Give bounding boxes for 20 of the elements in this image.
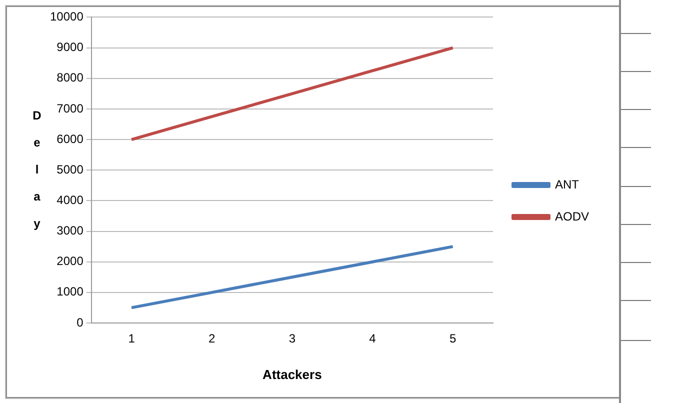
y-tick-label: 4000 [56,192,84,207]
y-tick-label: 7000 [56,101,84,116]
legend-label: AODV [554,209,590,224]
x-tick-label: 4 [369,332,376,346]
y-tick-label: 2000 [56,254,84,268]
y-tick-label: 5000 [56,162,84,176]
y-tick-label: 1000 [56,284,84,299]
y-tick-label: 0 [76,315,84,330]
y-tick-label: 10000 [50,10,84,24]
y-axis-title: Delay [32,108,42,230]
y-tick-label: 3000 [56,224,84,238]
x-axis-title: Attackers [262,366,322,382]
x-tick-label: 2 [208,332,216,346]
x-tick-label: 1 [128,332,136,346]
y-tick-label: 6000 [56,132,84,146]
x-tick-label: 3 [288,332,296,346]
y-tick-label: 8000 [56,70,84,85]
legend-label: ANT [554,177,580,192]
y-tick-label: 9000 [56,40,84,54]
x-tick-label: 5 [449,332,456,346]
